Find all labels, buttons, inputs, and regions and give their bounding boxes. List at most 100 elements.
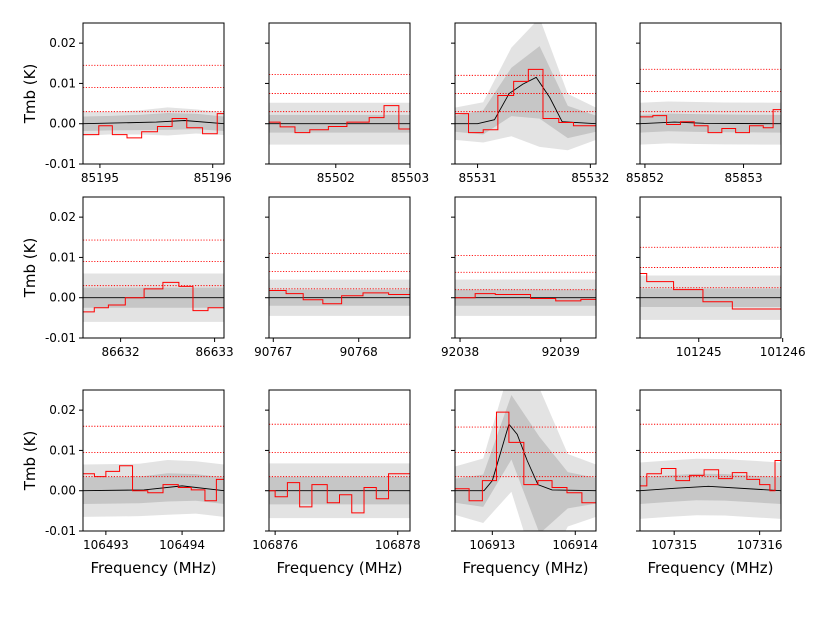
y-tick-label: -0.01: [45, 157, 76, 171]
axes-frame: [639, 196, 782, 339]
model-line: [640, 485, 781, 492]
x-tick-label: 106878: [375, 538, 421, 552]
x-tick-label: 85195: [81, 171, 119, 185]
axes-frame: [268, 389, 411, 532]
y-tick-label: 0.01: [49, 443, 76, 457]
axes-frame: [454, 22, 597, 165]
x-tick-label: 85502: [317, 171, 355, 185]
x-tick-label: 106914: [552, 538, 598, 552]
uncertainty-band-inner: [455, 46, 596, 139]
y-tick-label: -0.01: [45, 331, 76, 345]
panel-plot-area: [83, 425, 224, 517]
x-axis-label: Frequency (MHz): [276, 559, 402, 577]
y-tick-label: 0.00: [49, 117, 76, 131]
uncertainty-band-inner: [455, 395, 596, 531]
x-tick-label: 92039: [542, 345, 580, 359]
observed-spectrum: [640, 109, 781, 134]
observed-spectrum: [83, 281, 224, 313]
axes-frame: [82, 22, 225, 165]
panel-9: -0.01 0.00 0.01 0.02 106493 106494 Tmb (K) Freq…: [21, 389, 225, 577]
x-tick-label: 85853: [724, 171, 762, 185]
axes-frame: [454, 196, 597, 339]
axes-frame: [268, 196, 411, 339]
panel-plot-area: [83, 239, 224, 322]
panel-8: 101245 101246: [636, 196, 806, 359]
y-axis-label: Tmb (K): [21, 238, 39, 299]
observed-spectrum: [269, 105, 410, 134]
x-tick-label: 106493: [83, 538, 129, 552]
y-axis-label: Tmb (K): [21, 431, 39, 492]
panel-4: 85852 85853: [626, 22, 782, 185]
panel-11: 106913 106914 Frequency (MHz): [451, 389, 598, 577]
observed-spectrum: [83, 113, 224, 139]
panel-3: 85531 85532: [451, 22, 609, 185]
panel-plot-area: [455, 23, 596, 151]
x-axis-label: Frequency (MHz): [462, 559, 588, 577]
panel-plot-area: [269, 423, 410, 519]
observed-spectrum: [269, 473, 410, 514]
observed-spectrum: [455, 68, 596, 134]
x-tick-label: 85531: [458, 171, 496, 185]
model-line: [455, 423, 596, 492]
y-tick-label: 0.01: [49, 250, 76, 264]
panel-10: 106876 106878 Frequency (MHz): [252, 389, 421, 577]
y-tick-label: 0.02: [49, 36, 76, 50]
x-axis-label: Frequency (MHz): [90, 559, 216, 577]
y-tick-label: 0.00: [49, 484, 76, 498]
x-tick-label: 107316: [737, 538, 783, 552]
observed-spectrum: [83, 465, 224, 502]
y-tick-label: 0.02: [49, 403, 76, 417]
axes-frame: [639, 22, 782, 165]
panel-7: 92038 92039: [441, 196, 597, 359]
x-tick-label: 86632: [102, 345, 140, 359]
axes-frame: [268, 22, 411, 165]
panel-2: 85502 85503: [265, 22, 429, 185]
x-tick-label: 90767: [254, 345, 292, 359]
y-axis-label: Tmb (K): [21, 64, 39, 125]
model-line: [640, 121, 781, 125]
panel-plot-area: [83, 64, 224, 139]
x-tick-label: 92038: [441, 345, 479, 359]
axes-frame: [82, 196, 225, 339]
x-tick-label: 85852: [626, 171, 664, 185]
panel-6: 90767 90768: [254, 196, 411, 359]
x-tick-label: 106494: [159, 538, 205, 552]
y-tick-label: 0.01: [49, 76, 76, 90]
observed-spectrum: [455, 411, 596, 504]
observed-spectrum: [640, 273, 781, 310]
x-tick-label: 106876: [252, 538, 298, 552]
y-tick-label: 0.00: [49, 291, 76, 305]
panel-plot-area: [269, 252, 410, 316]
x-axis-label: Frequency (MHz): [647, 559, 773, 577]
x-tick-label: 101245: [676, 345, 722, 359]
axes-frame: [454, 389, 597, 532]
observed-spectrum: [269, 289, 410, 305]
x-tick-label: 86633: [196, 345, 234, 359]
x-tick-label: 107315: [651, 538, 697, 552]
panel-5: -0.01 0.00 0.01 0.02 86632 86633 Tmb (K): [21, 196, 234, 359]
x-tick-label: 90768: [340, 345, 378, 359]
panel-plot-area: [640, 68, 781, 145]
panel-plot-area: [640, 423, 781, 519]
uncertainty-band-inner: [640, 473, 781, 505]
x-tick-label: 101246: [760, 345, 806, 359]
panel-plot-area: [455, 390, 596, 531]
y-tick-label: -0.01: [45, 524, 76, 538]
panel-plot-area: [640, 246, 781, 320]
axes-frame: [639, 389, 782, 532]
panel-1: -0.01 0.00 0.01 0.02 85195 85196 Tmb (K): [21, 22, 232, 185]
panel-12: 107315 107316 Frequency (MHz): [636, 389, 783, 577]
x-tick-label: 85196: [194, 171, 232, 185]
model-line: [83, 120, 224, 125]
x-tick-label: 85503: [391, 171, 429, 185]
y-tick-label: 0.02: [49, 210, 76, 224]
observed-spectrum: [455, 293, 596, 302]
x-tick-label: 106913: [469, 538, 515, 552]
x-tick-label: 85532: [571, 171, 609, 185]
axes-frame: [82, 389, 225, 532]
observed-spectrum: [640, 460, 781, 492]
panel-plot-area: [269, 74, 410, 145]
panel-plot-area: [455, 254, 596, 316]
